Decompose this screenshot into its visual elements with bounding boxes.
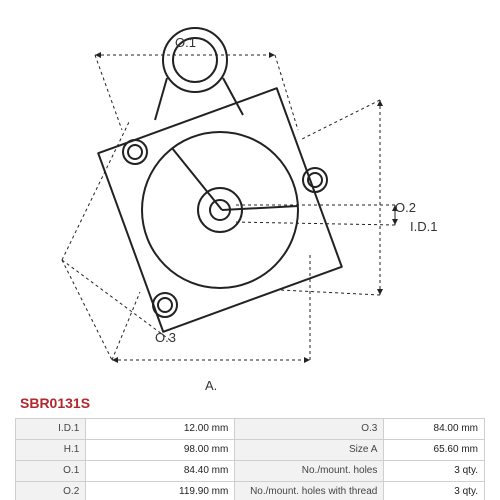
dim-label-o2: O.2 — [395, 200, 416, 215]
cell-value: 84.00 mm — [384, 419, 485, 440]
cell-label: O.2 — [16, 482, 86, 500]
cell-value: 119.90 mm — [86, 482, 235, 500]
cell-label: No./mount. holes — [235, 461, 384, 482]
dim-label-o1: O.1 — [175, 35, 196, 50]
cell-label: Size A — [235, 440, 384, 461]
cell-label: H.1 — [16, 440, 86, 461]
cell-value: 3 qty. — [384, 482, 485, 500]
table-row: O.2 119.90 mm No./mount. holes with thre… — [16, 482, 485, 500]
dim-label-id1: I.D.1 — [410, 219, 437, 234]
cell-value: 98.00 mm — [86, 440, 235, 461]
cell-value: 84.40 mm — [86, 461, 235, 482]
part-number: SBR0131S — [20, 395, 90, 411]
dim-label-o3: O.3 — [155, 330, 176, 345]
cell-label: O.3 — [235, 419, 384, 440]
cell-value: 12.00 mm — [86, 419, 235, 440]
table-row: O.1 84.40 mm No./mount. holes 3 qty. — [16, 461, 485, 482]
cell-value: 3 qty. — [384, 461, 485, 482]
table-row: I.D.1 12.00 mm O.3 84.00 mm — [16, 419, 485, 440]
technical-drawing — [0, 0, 500, 400]
dim-label-a: A. — [205, 378, 217, 393]
cell-label: O.1 — [16, 461, 86, 482]
spec-table: I.D.1 12.00 mm O.3 84.00 mm H.1 98.00 mm… — [15, 418, 485, 500]
cell-label: I.D.1 — [16, 419, 86, 440]
cell-value: 65.60 mm — [384, 440, 485, 461]
cell-label: No./mount. holes with thread — [235, 482, 384, 500]
table-row: H.1 98.00 mm Size A 65.60 mm — [16, 440, 485, 461]
